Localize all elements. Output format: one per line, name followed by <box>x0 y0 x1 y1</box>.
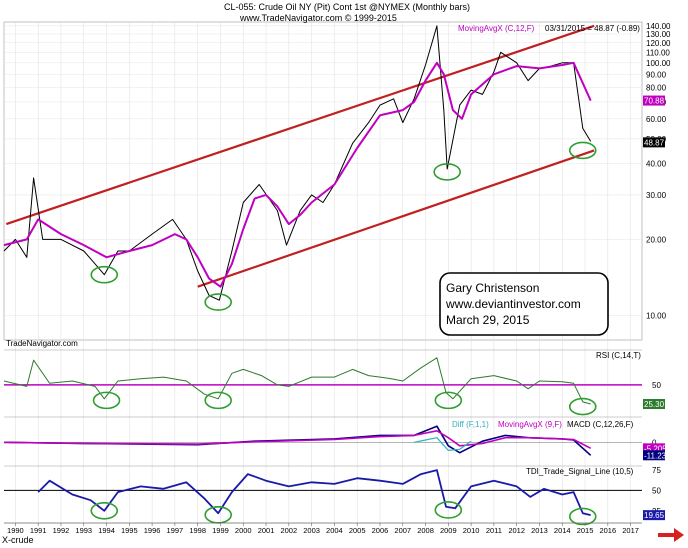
macd-diff-legend: Diff (F,1,1) <box>452 420 489 429</box>
macd-signal-badge-bg <box>643 443 665 454</box>
price-tick-label: 90.00 <box>646 70 667 79</box>
scroll-right-arrow-icon[interactable] <box>658 528 684 542</box>
tdi-highlight-circle <box>568 507 597 526</box>
price-series-line <box>3 25 592 301</box>
x-tick-label: 1994 <box>98 526 115 535</box>
macd-signal-badge: -5.2050 <box>644 444 672 453</box>
x-tick-label: 2011 <box>486 526 502 535</box>
x-tick-label: 1992 <box>53 526 70 535</box>
x-tick-label: 1997 <box>167 526 184 535</box>
x-tick-label: 2009 <box>440 526 457 535</box>
price-panel-frame <box>3 21 643 341</box>
rsi-value-badge-bg <box>643 399 665 410</box>
price-tick-label: 140.00 <box>646 22 671 31</box>
rsi-highlight-circle <box>568 397 597 416</box>
x-tick-label: 2006 <box>372 526 389 535</box>
rsi-highlight-circle <box>92 391 121 410</box>
chart-subtitle: www.TradeNavigator.com © 1999-2015 <box>240 13 397 23</box>
x-tick-label: 2014 <box>554 526 571 535</box>
author-textbox-line: Gary Christenson <box>446 281 539 295</box>
ma-value-badge-bg <box>643 95 665 106</box>
price-tick-label: 100.00 <box>646 59 671 68</box>
x-tick-label: 2002 <box>280 526 297 535</box>
x-tick-label: 1996 <box>144 526 161 535</box>
rsi-line <box>3 357 591 405</box>
tdi-highlight-circle <box>204 506 232 524</box>
ma-value-badge: 70.88 <box>644 97 665 106</box>
x-tick-label: 2016 <box>599 526 616 535</box>
price-tick-label: 130.00 <box>646 30 671 39</box>
channel-trendline <box>5 24 595 226</box>
x-tick-label: 1999 <box>212 526 229 535</box>
x-tick-label: 2000 <box>235 526 252 535</box>
macd-signal-line <box>3 429 592 450</box>
price-highlight-circle <box>90 265 119 284</box>
watermark-label: TradeNavigator.com <box>6 339 78 348</box>
rsi-value-badge: 25.30 <box>644 400 665 409</box>
ma-legend-label: MovingAvgX (C,12,F) <box>458 24 535 33</box>
tdi-value-badge: 19.65 <box>644 511 665 520</box>
x-tick-label: 1991 <box>30 526 47 535</box>
price-value-badge-bg <box>643 137 665 148</box>
tdi-highlight-circle <box>90 501 119 520</box>
tdi-value-badge-bg <box>643 510 665 521</box>
tdi-highlight-circle <box>434 501 463 519</box>
x-tick-label: 2015 <box>577 526 594 535</box>
author-textbox-line: March 29, 2015 <box>446 313 530 327</box>
x-tick-label: 2001 <box>258 526 275 535</box>
macd-value-badge: -11.23 <box>644 451 667 460</box>
symbol-label: X-crude <box>2 535 34 545</box>
x-tick-label: 2003 <box>303 526 320 535</box>
author-textbox <box>439 272 609 336</box>
rsi-tick-label: 50 <box>652 381 661 390</box>
price-tick-label: 120.00 <box>646 39 671 48</box>
macd-value-badge-bg <box>643 450 665 461</box>
macd-signal-legend: MovingAvgX (9,F) <box>498 420 562 429</box>
tdi-line <box>37 469 591 516</box>
price-tick-label: 30.00 <box>646 191 667 200</box>
price-highlight-circle <box>433 163 461 181</box>
tdi-legend-label: TDI_Trade_Signal_Line (10,5) <box>526 467 634 476</box>
x-tick-label: 2005 <box>349 526 366 535</box>
x-tick-label: 1995 <box>121 526 138 535</box>
price-tick-label: 110.00 <box>646 48 670 57</box>
x-tick-label: 2007 <box>394 526 411 535</box>
x-tick-label: 2013 <box>531 526 548 535</box>
macd-tick-label: 0 <box>652 438 657 447</box>
price-tick-label: 60.00 <box>646 115 667 124</box>
chart-title: CL-055: Crude Oil NY (Pit) Cont 1st @NYM… <box>224 2 471 12</box>
author-textbox-line: www.deviantinvestor.com <box>445 297 581 311</box>
price-tick-label: 20.00 <box>646 235 667 244</box>
price-highlight-circle <box>204 293 232 311</box>
x-tick-label: 2010 <box>463 526 480 535</box>
x-tick-label: 1990 <box>7 526 24 535</box>
tdi-tick-label: 75 <box>652 466 661 475</box>
rsi-legend-label: RSI (C,14,T) <box>596 351 641 360</box>
x-tick-label: 2012 <box>508 526 525 535</box>
last-value-readout: 03/31/2015 = 48.87 (-0.89) <box>545 24 640 33</box>
x-tick-label: 2017 <box>622 526 639 535</box>
tdi-tick-label: 50 <box>652 486 661 495</box>
x-tick-label: 2008 <box>417 526 434 535</box>
x-tick-label: 2004 <box>326 526 343 535</box>
rsi-highlight-circle <box>434 391 463 410</box>
price-tick-label: 10.00 <box>646 312 667 321</box>
x-tick-label: 1993 <box>75 526 92 535</box>
macd-diff-line <box>413 437 472 451</box>
price-highlight-circle <box>568 141 597 160</box>
price-tick-label: 40.00 <box>646 159 667 168</box>
rsi-highlight-circle <box>204 391 232 410</box>
channel-trendline <box>197 149 595 288</box>
moving-average-line <box>3 61 592 288</box>
price-value-badge: 48.87 <box>644 138 665 147</box>
macd-legend-label: MACD (C,12,26,F) <box>567 420 634 429</box>
x-tick-label: 1998 <box>189 526 206 535</box>
price-tick-label: 80.00 <box>646 83 667 92</box>
